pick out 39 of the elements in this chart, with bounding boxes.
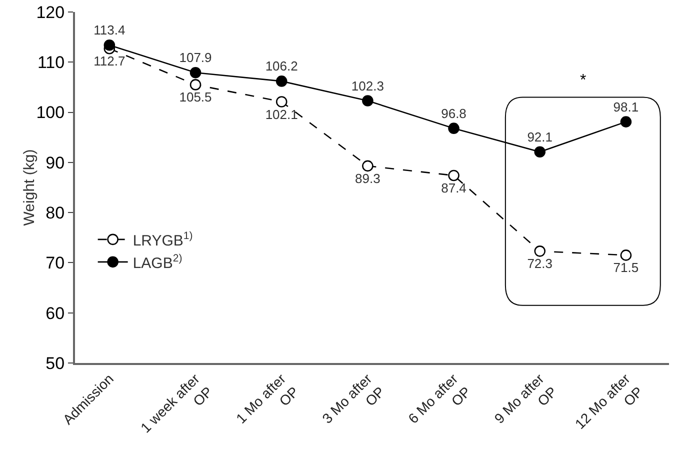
point [362,95,374,106]
data-label: 102.1 [265,106,298,122]
point [190,79,202,90]
y-tick-label: 80 [46,204,65,223]
data-label: 113.4 [94,22,126,38]
point [362,160,374,172]
y-tick-label: 60 [46,304,65,323]
point [276,96,288,108]
point [620,250,632,261]
data-label: 107.9 [179,50,212,66]
data-label: 96.8 [441,106,466,121]
data-label: 89.3 [355,170,380,186]
y-axis-title: Weight (kg) [21,149,38,226]
annotation: * [580,72,586,89]
point [534,246,546,257]
point [448,122,460,134]
point [190,67,202,78]
data-label: 102.3 [351,78,384,94]
data-label: 98.1 [613,99,639,114]
point [104,39,116,51]
data-label: 112.7 [94,54,126,69]
point [276,76,288,87]
data-label: 106.2 [265,58,298,74]
y-tick-label: 100 [36,103,65,122]
data-label: 71.5 [613,260,639,276]
data-label: 105.5 [179,90,212,105]
point [448,170,460,182]
point [620,116,632,128]
y-tick-label: 70 [46,254,65,273]
y-tick-label: 90 [46,153,65,172]
data-label: 92.1 [527,129,553,144]
legend-label: LRYGB$^{1)}$ [132,230,193,250]
y-tick-label: 110 [37,53,65,72]
data-label: 87.4 [441,180,466,196]
point [534,146,546,158]
y-tick-label: 120 [36,2,65,22]
legend-label: LAGB$^{2)}$ [132,252,182,272]
data-label: 72.3 [527,256,553,272]
y-tick-label: 50 [46,354,65,373]
